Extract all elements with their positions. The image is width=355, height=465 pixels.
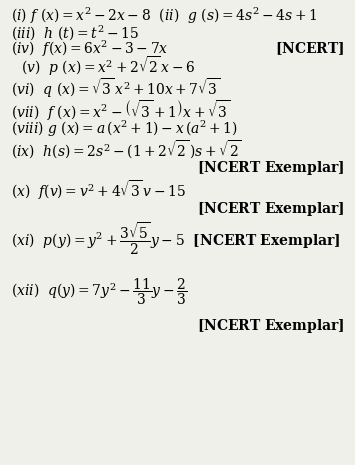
Text: $(viii)$ $\mathit{g}$ $(x) = a\,(x^2 + 1) - x\,(a^2 + 1)$: $(viii)$ $\mathit{g}$ $(x) = a\,(x^2 + 1… — [11, 119, 238, 140]
Text: $(x)$  $\mathit{f}(v) = v^2 + 4\sqrt{3}\, v - 15$: $(x)$ $\mathit{f}(v) = v^2 + 4\sqrt{3}\,… — [11, 178, 186, 202]
Text: $(vi)$  $\mathit{q}$ $(x) = \sqrt{3}\, x^2 + 10x + 7\sqrt{3}$: $(vi)$ $\mathit{q}$ $(x) = \sqrt{3}\, x^… — [11, 76, 220, 100]
Text: $(xii)$  $\mathit{q}(y) = 7y^2 - \dfrac{11}{3}y - \dfrac{2}{3}$: $(xii)$ $\mathit{q}(y) = 7y^2 - \dfrac{1… — [11, 276, 187, 307]
Text: $(v)$  $\mathit{p}$ $(x) = x^2 + 2\sqrt{2}\, x - 6$: $(v)$ $\mathit{p}$ $(x) = x^2 + 2\sqrt{2… — [21, 54, 196, 79]
Text: $(i)$ $\mathit{f}$ $(x) = x^2 - 2x - 8$  $(ii)$  $\mathit{g}$ $(s) = 4s^2 - 4s +: $(i)$ $\mathit{f}$ $(x) = x^2 - 2x - 8$ … — [11, 6, 317, 26]
Text: $(xi)$  $\mathit{p}(y) = y^2 + \dfrac{3\sqrt{5}}{2}y - 5$  $\mathbf{[NCERT\ Exem: $(xi)$ $\mathit{p}(y) = y^2 + \dfrac{3\s… — [11, 220, 340, 257]
Text: $(iii)$  $\mathit{h}$ $(t) = t^2 - 15$: $(iii)$ $\mathit{h}$ $(t) = t^2 - 15$ — [11, 23, 139, 42]
Text: $\mathbf{[NCERT]}$: $\mathbf{[NCERT]}$ — [275, 40, 344, 57]
Text: $(ix)$  $\mathit{h}(s) = 2s^2 - (1 + 2\sqrt{2}\,)s + \sqrt{2}$: $(ix)$ $\mathit{h}(s) = 2s^2 - (1 + 2\sq… — [11, 139, 241, 161]
Text: $\mathbf{[NCERT\ Exemplar]}$: $\mathbf{[NCERT\ Exemplar]}$ — [197, 159, 344, 177]
Text: $\mathbf{[NCERT\ Exemplar]}$: $\mathbf{[NCERT\ Exemplar]}$ — [197, 200, 344, 218]
Text: $(vii)$  $\mathit{f}$ $(x) = x^2 - \left(\sqrt{3} + 1\right)x + \sqrt{3}$: $(vii)$ $\mathit{f}$ $(x) = x^2 - \left(… — [11, 98, 230, 122]
Text: $\mathbf{[NCERT\ Exemplar]}$: $\mathbf{[NCERT\ Exemplar]}$ — [197, 317, 344, 334]
Text: $(iv)$  $\mathit{f}(x) = 6x^2 - 3 - 7x$: $(iv)$ $\mathit{f}(x) = 6x^2 - 3 - 7x$ — [11, 38, 168, 59]
